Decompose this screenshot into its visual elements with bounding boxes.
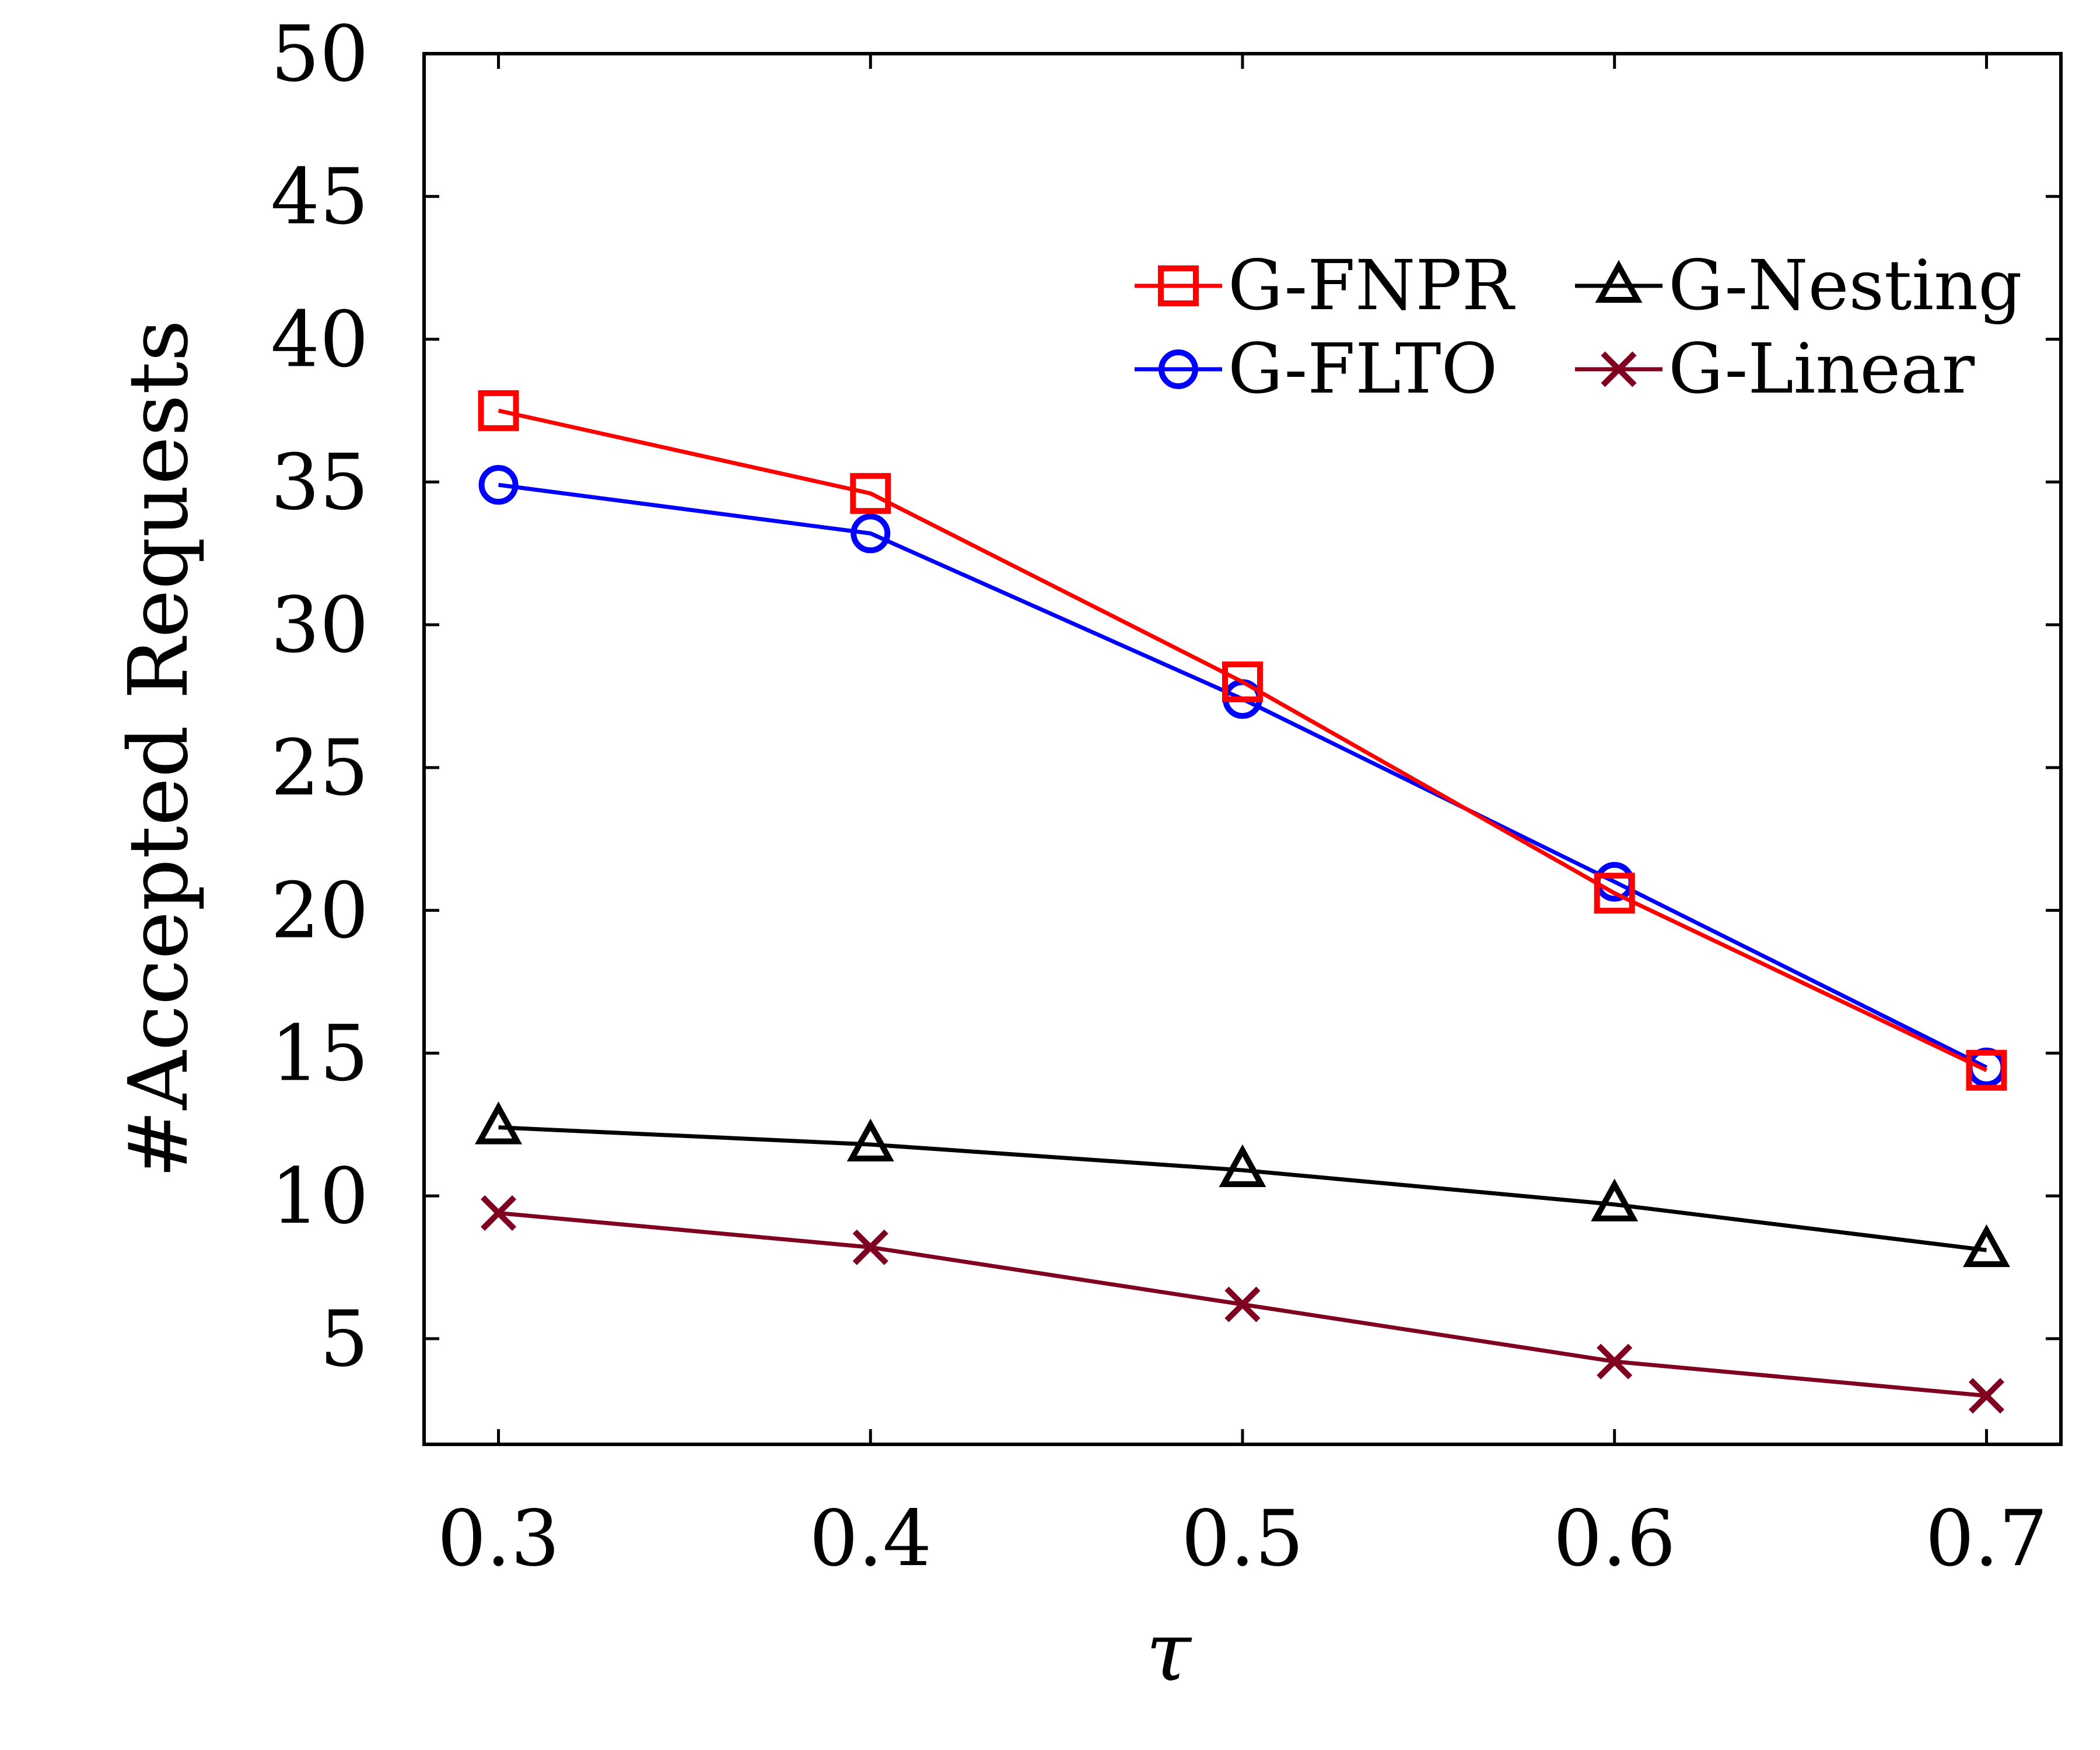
data-point-g-nesting: [1219, 1144, 1266, 1188]
data-point-g-nesting: [846, 1118, 894, 1161]
x-axis-label: τ: [1146, 1605, 1192, 1700]
legend-item-g-linear: G-Linear: [1575, 328, 1975, 409]
series-g-fnpr: [478, 390, 2007, 1091]
x-tick-label: 0.6: [1553, 1494, 1676, 1584]
series-line-g-nesting: [498, 1125, 1987, 1252]
data-point-g-nesting: [475, 1101, 523, 1144]
data-point-g-flto: [850, 513, 891, 554]
y-tick-label: 30: [271, 580, 369, 670]
data-point-g-linear: [481, 1195, 517, 1231]
data-point-g-fnpr: [1966, 1049, 2007, 1091]
data-point-g-fnpr: [850, 473, 891, 514]
series-layer: [475, 390, 2010, 1414]
x-tick-label: 0.5: [1181, 1494, 1304, 1584]
legend-label: G-FNPR: [1228, 245, 1516, 326]
data-point-g-nesting: [1962, 1224, 2010, 1268]
x-tick-label: 0.4: [809, 1494, 932, 1584]
data-point-g-linear: [1968, 1378, 2004, 1414]
legend-swatch-marker: [1595, 260, 1643, 303]
data-point-g-linear: [852, 1229, 888, 1265]
data-point-g-fnpr: [478, 390, 519, 431]
data-point-g-fnpr: [1594, 873, 1635, 914]
data-point-g-linear: [1597, 1343, 1633, 1380]
legend-label: G-Linear: [1668, 328, 1975, 409]
series-g-nesting: [475, 1101, 2010, 1268]
legend-swatch-marker: [1601, 351, 1637, 387]
x-tick-label: 0.7: [1925, 1494, 2048, 1584]
legend-swatch-marker: [1158, 349, 1198, 389]
y-tick-label: 20: [271, 866, 369, 956]
y-tick-label: 5: [320, 1294, 369, 1384]
y-tick-label: 25: [271, 723, 369, 813]
series-line-g-fnpr: [498, 408, 1987, 1072]
legend-item-g-nesting: G-Nesting: [1575, 245, 2022, 326]
y-tick-label: 40: [271, 295, 369, 385]
x-axis-ticks: 0.3 0.4 0.5 0.6 0.7: [438, 54, 2048, 1584]
x-tick-label: 0.3: [438, 1494, 560, 1584]
data-point-g-linear: [1224, 1286, 1261, 1322]
legend-swatch-marker: [1158, 265, 1199, 306]
data-point-g-fnpr: [1222, 661, 1263, 702]
legend-item-g-flto: G-FLTO: [1135, 328, 1497, 409]
y-tick-label: 45: [271, 152, 369, 242]
y-axis-ticks: 5 10 15 20 25 30 35 40 45 50: [271, 9, 2061, 1384]
y-tick-label: 15: [271, 1009, 369, 1098]
data-point-g-nesting: [1591, 1178, 1639, 1222]
legend-label: G-Nesting: [1668, 245, 2022, 326]
y-tick-label: 10: [271, 1152, 369, 1241]
y-axis-label: #Accepted Requests: [111, 320, 206, 1178]
y-tick-label: 50: [271, 9, 369, 99]
data-point-g-flto: [478, 465, 519, 505]
series-g-linear: [481, 1195, 2004, 1414]
legend-label: G-FLTO: [1228, 328, 1497, 409]
y-tick-label: 35: [271, 438, 369, 527]
legend-item-g-fnpr: G-FNPR: [1135, 245, 1516, 326]
